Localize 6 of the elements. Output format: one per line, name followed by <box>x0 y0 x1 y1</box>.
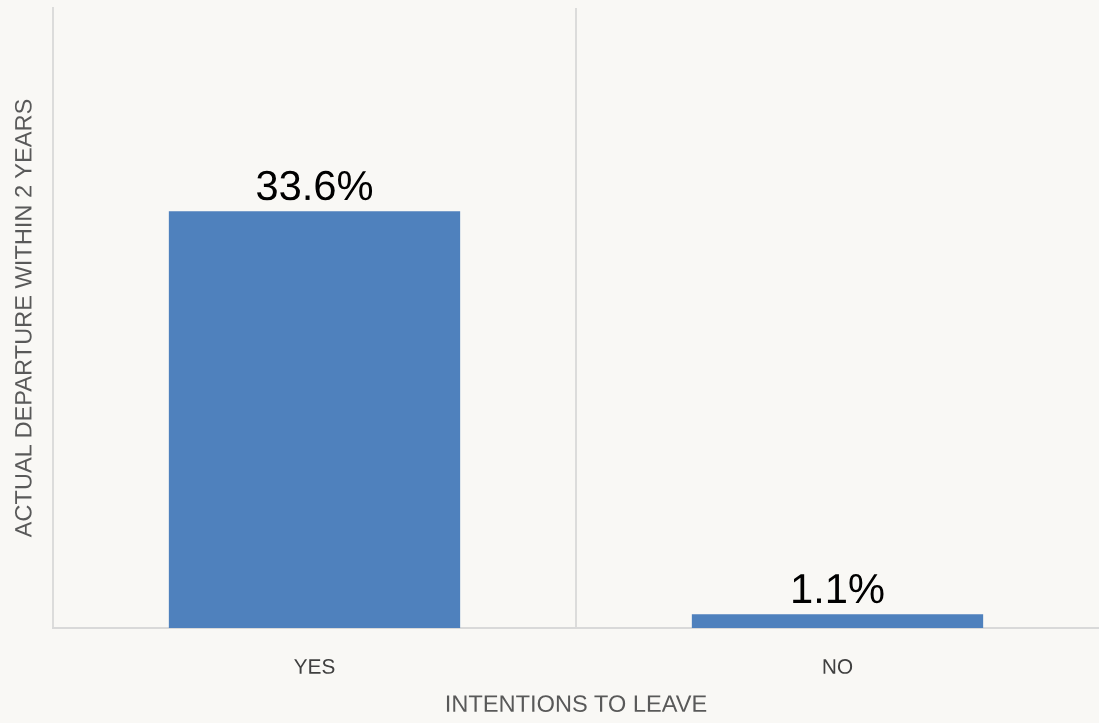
data-label: 33.6% <box>257 170 373 201</box>
x-tick-label: YES <box>294 659 335 674</box>
data-label: 1.1% <box>793 574 884 604</box>
x-axis-title: INTENTIONS TO LEAVE <box>446 695 707 712</box>
x-tick-label: NO <box>823 659 853 674</box>
y-axis-title: ACTUAL DEPARTURE WITHIN 2 YEARS <box>14 99 32 538</box>
